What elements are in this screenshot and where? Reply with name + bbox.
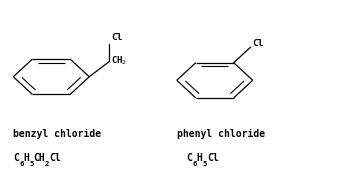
Text: Cl: Cl [111, 33, 122, 42]
Text: Cl: Cl [49, 153, 61, 163]
Text: phenyl chloride: phenyl chloride [177, 129, 265, 139]
Text: C: C [13, 153, 19, 163]
Text: 2: 2 [45, 161, 49, 167]
Text: benzyl chloride: benzyl chloride [13, 129, 101, 139]
Text: Cl: Cl [252, 39, 264, 48]
Text: H: H [23, 153, 29, 163]
Text: 5: 5 [29, 161, 33, 167]
Text: 5: 5 [203, 161, 207, 167]
Text: 6: 6 [192, 161, 197, 167]
Text: CH: CH [33, 153, 45, 163]
Text: 6: 6 [19, 161, 23, 167]
Text: CH$_2$: CH$_2$ [111, 55, 127, 67]
Text: C: C [187, 153, 192, 163]
Text: Cl: Cl [207, 153, 218, 163]
Text: H: H [197, 153, 203, 163]
